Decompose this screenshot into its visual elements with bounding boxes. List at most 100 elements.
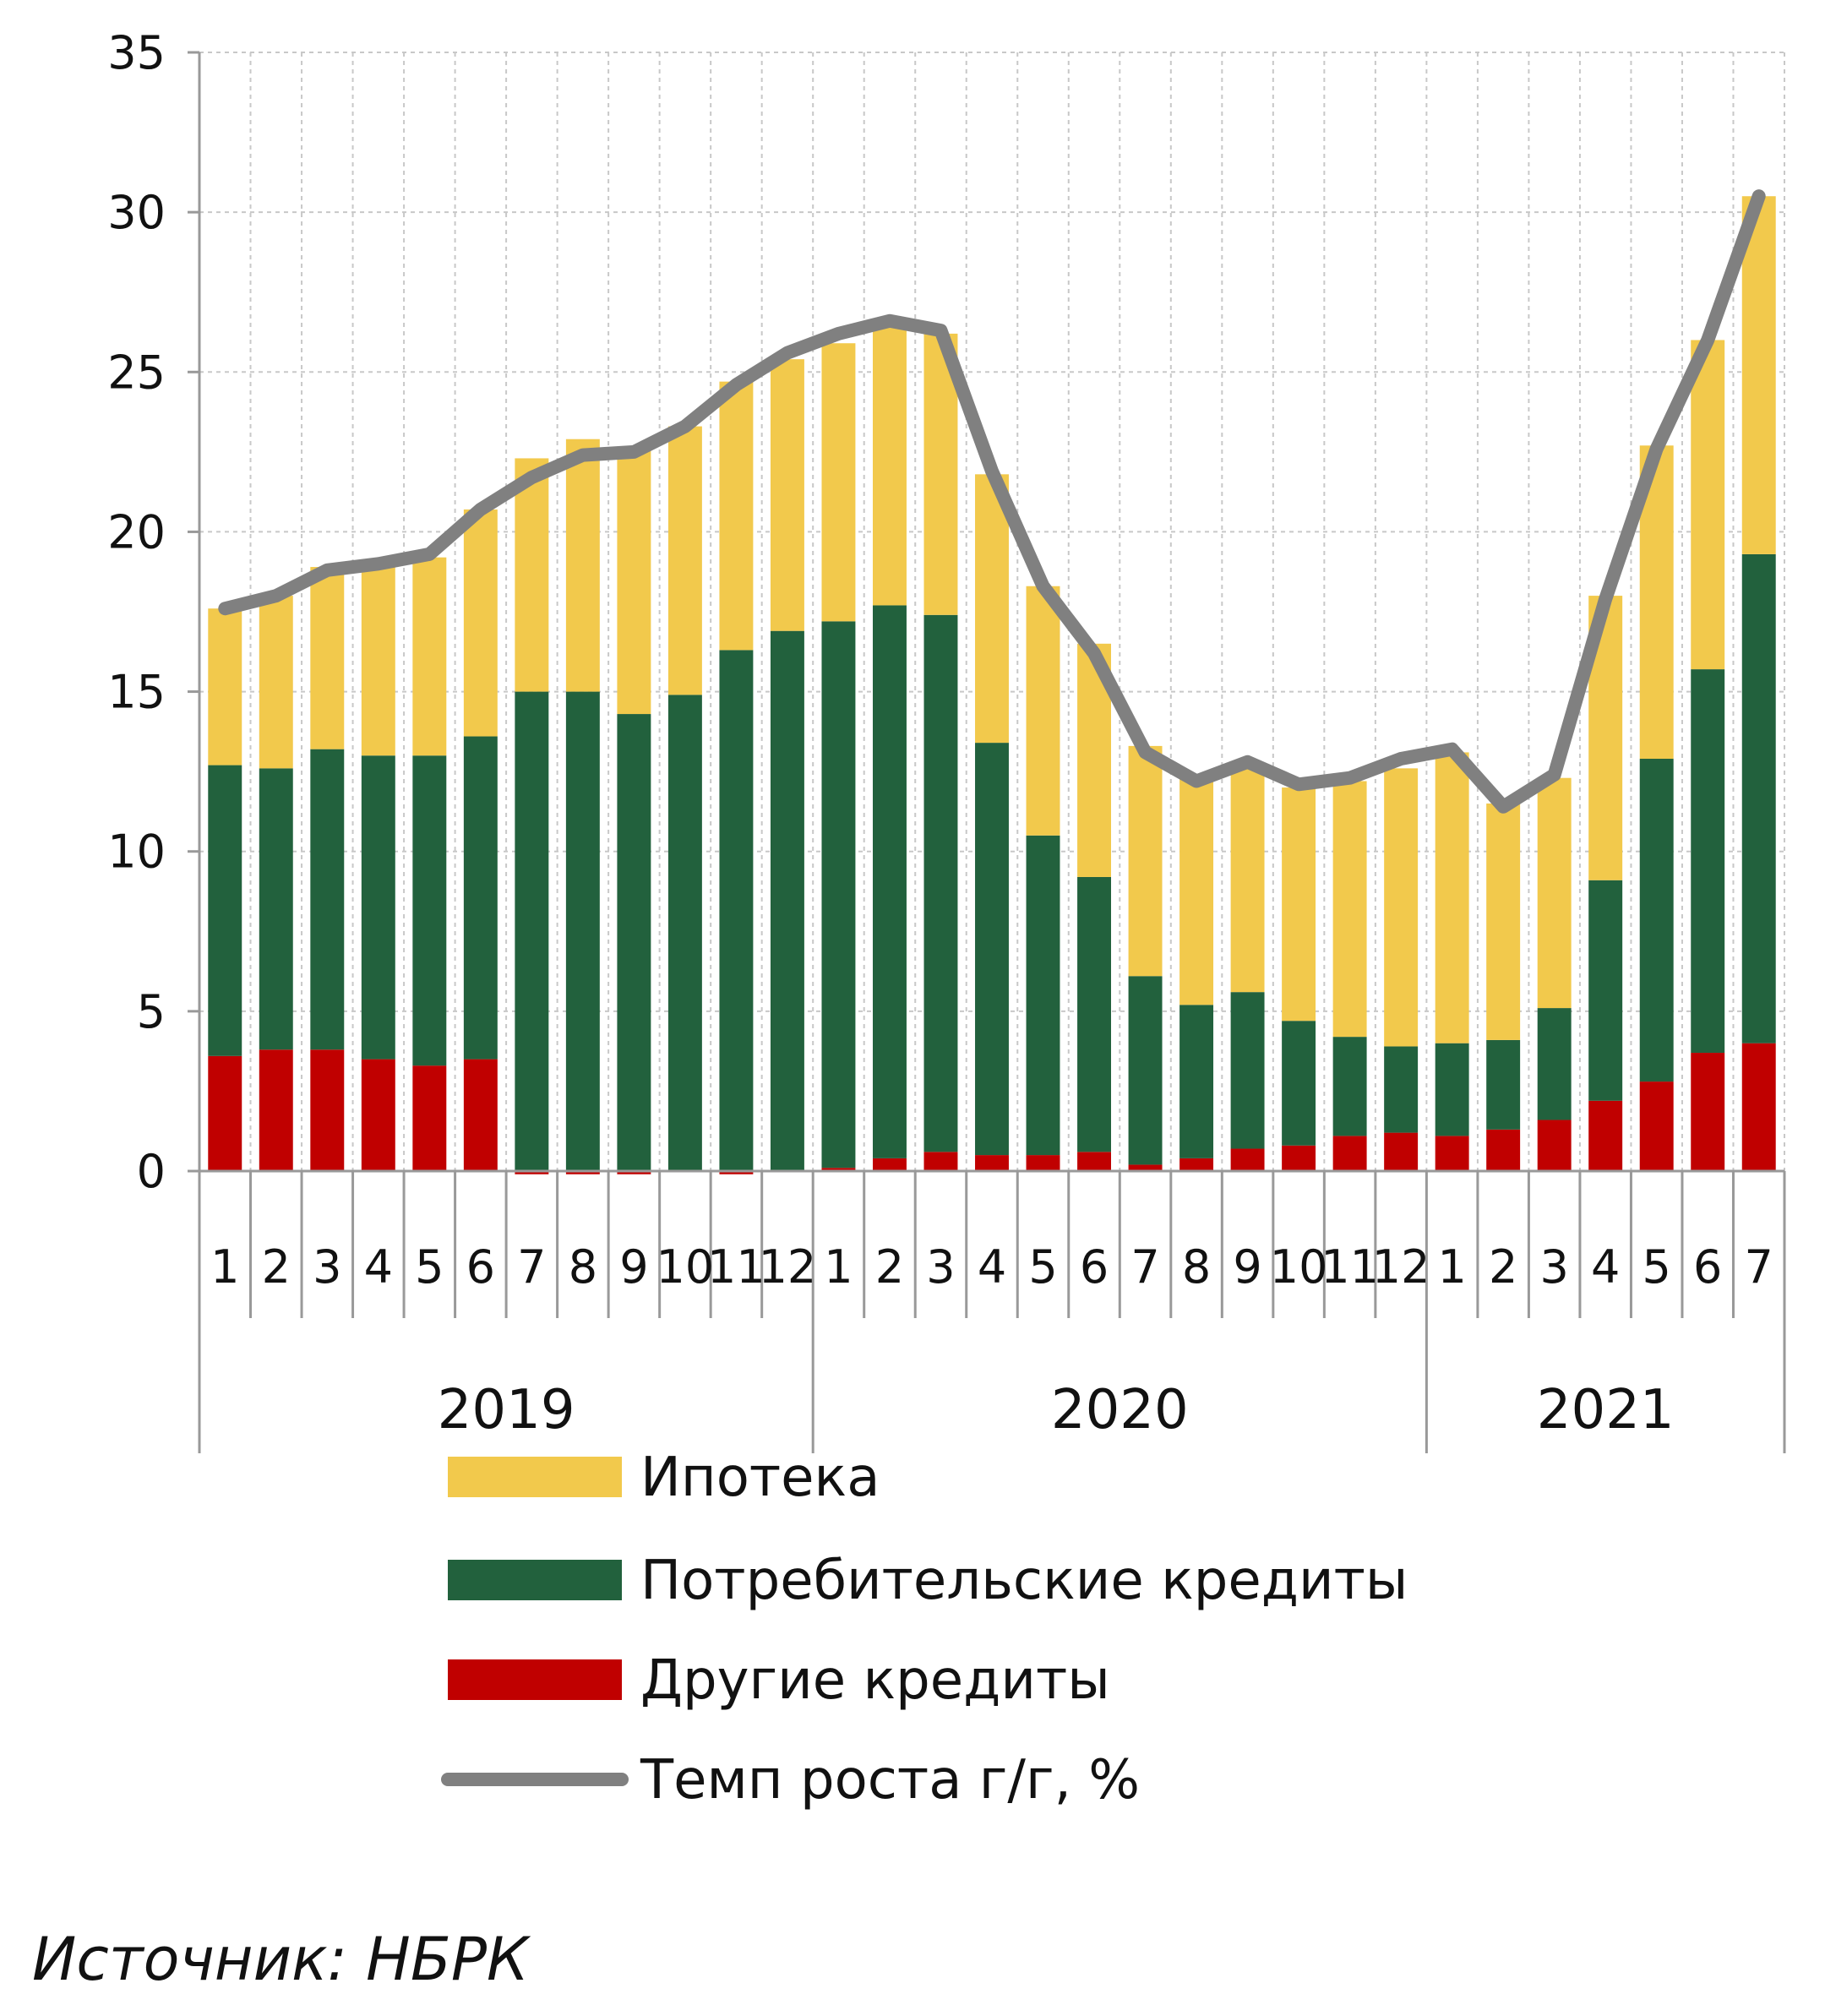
x-tick-label: 4 xyxy=(978,1240,1006,1294)
bar-segment xyxy=(259,768,293,1050)
bar-segment xyxy=(208,765,242,1056)
x-tick-label: 3 xyxy=(313,1240,341,1294)
bar-segment xyxy=(412,1065,447,1171)
legend: Ипотека Потребительские кредиты Другие кре… xyxy=(441,1447,1408,1812)
bar-segment xyxy=(1435,752,1469,1043)
bar-segment xyxy=(1384,1046,1419,1133)
bar-segment xyxy=(1230,992,1265,1149)
x-tick-label: 9 xyxy=(1233,1240,1261,1294)
y-tick-label: 10 xyxy=(107,825,166,879)
legend-other-label: Другие кредиты xyxy=(640,1649,1110,1712)
bar-segment xyxy=(1384,1132,1419,1171)
x-tick-label: 6 xyxy=(466,1240,495,1294)
bar-segment xyxy=(361,567,395,756)
bar-segment xyxy=(1077,876,1112,1152)
x-tick-label: 1 xyxy=(824,1240,853,1294)
bar-segment xyxy=(1077,1152,1112,1171)
x-tick-label: 3 xyxy=(926,1240,955,1294)
growth-rate-line xyxy=(218,189,1766,814)
bar-segment xyxy=(1537,1008,1572,1120)
y-tick-labels: 0 5 10 15 20 25 30 35 xyxy=(107,26,166,1198)
bar-segment xyxy=(208,608,242,766)
legend-consumer-swatch xyxy=(448,1560,622,1600)
bar-segment xyxy=(463,736,498,1060)
bar-segment xyxy=(821,343,856,622)
bar-segment xyxy=(1128,745,1163,977)
bar-segment xyxy=(565,1171,600,1174)
bar-segment xyxy=(463,509,498,737)
bar-segment xyxy=(617,1171,651,1174)
legend-other-swatch xyxy=(448,1659,622,1700)
x-tick-label: 1 xyxy=(210,1240,239,1294)
bar-segment xyxy=(1128,976,1163,1165)
x-tick-label: 2 xyxy=(262,1240,291,1294)
bar-segment xyxy=(565,439,600,692)
x-tick-label: 10 xyxy=(1270,1240,1328,1294)
bar-segment xyxy=(1537,1120,1572,1171)
bar-segment xyxy=(770,630,804,1171)
bar-segment xyxy=(310,749,345,1050)
x-tick-label: 11 xyxy=(707,1240,765,1294)
legend-consumer-label: Потребительские кредиты xyxy=(640,1550,1408,1612)
bar-segment xyxy=(667,695,702,1171)
bar-segment xyxy=(565,691,600,1171)
bar-segment xyxy=(617,714,651,1171)
bar-segment xyxy=(515,691,549,1171)
bar-segment xyxy=(1332,1037,1367,1136)
y-tick-label: 25 xyxy=(107,346,166,399)
bar-segment xyxy=(1384,768,1419,1047)
bar-segment xyxy=(259,1049,293,1171)
bars xyxy=(208,196,1776,1174)
x-tick-label: 4 xyxy=(1591,1240,1620,1294)
bar-segment xyxy=(1230,1148,1265,1171)
bar-segment xyxy=(1588,880,1623,1101)
x-tick-label: 12 xyxy=(759,1240,817,1294)
bar-segment xyxy=(1588,1100,1623,1171)
bar-segment xyxy=(463,1059,498,1171)
year-label: 2019 xyxy=(438,1379,575,1441)
bar-segment xyxy=(1486,1039,1521,1130)
bar-segment xyxy=(872,605,907,1158)
x-tick-label: 3 xyxy=(1539,1240,1568,1294)
bar-segment xyxy=(719,1171,754,1174)
year-labels: 2019 2020 2021 xyxy=(438,1379,1675,1441)
bar-segment xyxy=(770,359,804,631)
bar-segment xyxy=(310,567,345,749)
bar-segment xyxy=(923,1152,958,1171)
bar-segment xyxy=(310,1049,345,1171)
bar-segment xyxy=(1486,1129,1521,1171)
bar-segment xyxy=(1639,759,1674,1082)
bar-segment xyxy=(1691,340,1725,670)
bar-segment xyxy=(1741,1043,1776,1171)
bar-segment xyxy=(975,1155,1009,1171)
bar-segment xyxy=(1741,553,1776,1043)
x-tick-label: 2 xyxy=(1489,1240,1517,1294)
x-tick-label: 7 xyxy=(1745,1240,1773,1294)
y-tick-label: 5 xyxy=(137,985,166,1038)
bar-segment xyxy=(1537,777,1572,1009)
axes xyxy=(188,51,1786,1453)
y-tick-label: 0 xyxy=(137,1145,166,1198)
x-tick-label: 11 xyxy=(1321,1240,1379,1294)
bar-segment xyxy=(821,621,856,1169)
bar-segment xyxy=(1435,1136,1469,1171)
y-tick-label: 30 xyxy=(107,186,166,239)
bar-segment xyxy=(719,650,754,1171)
bar-segment xyxy=(412,557,447,756)
y-tick-label: 35 xyxy=(107,26,166,79)
bar-segment xyxy=(719,381,754,651)
bar-segment xyxy=(975,743,1009,1156)
bar-segment xyxy=(515,458,549,692)
bar-segment xyxy=(361,755,395,1060)
bar-segment xyxy=(1691,669,1725,1054)
bar-segment xyxy=(1282,787,1316,1022)
x-tick-label: 9 xyxy=(619,1240,648,1294)
bar-segment xyxy=(1179,1158,1214,1171)
bar-segment xyxy=(208,1055,242,1171)
bar-segment xyxy=(1486,803,1521,1040)
y-tick-label: 20 xyxy=(107,505,166,558)
bar-segment xyxy=(1179,1005,1214,1158)
bar-segment xyxy=(872,324,907,606)
year-label: 2021 xyxy=(1537,1379,1675,1441)
